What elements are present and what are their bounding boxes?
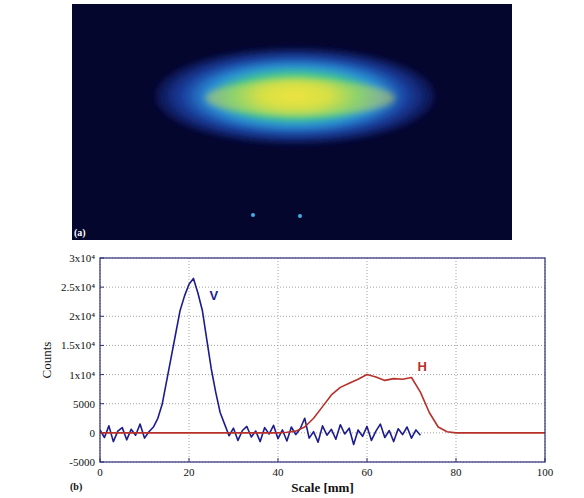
x-tick <box>367 458 368 462</box>
x-tick-label: 0 <box>97 466 103 478</box>
panel-label: (b) <box>70 481 82 493</box>
plot-area <box>100 278 545 444</box>
plot-frame <box>100 258 545 462</box>
y-axis-title: Counts <box>39 342 54 379</box>
x-tick <box>456 458 457 462</box>
y-tick-label: 0 <box>90 427 96 439</box>
y-tick-label: -5000 <box>69 456 95 468</box>
grid-line <box>100 403 545 404</box>
series-label: H <box>418 359 427 374</box>
beam-core <box>205 80 395 116</box>
x-tick-label: 40 <box>273 466 285 478</box>
beam-spot <box>155 48 435 144</box>
x-tick-label: 60 <box>362 466 374 478</box>
grid-line <box>278 258 279 462</box>
x-axis-title: Scale [mm] <box>291 480 353 495</box>
y-tick-label: 2.5x10⁴ <box>61 281 95 293</box>
grid-line <box>100 374 545 375</box>
grid-line <box>100 287 545 288</box>
grid-line <box>100 316 545 317</box>
x-tick <box>278 458 279 462</box>
x-tick <box>189 458 190 462</box>
grid-line <box>456 258 457 462</box>
series-line <box>100 375 545 433</box>
speck <box>251 213 255 217</box>
x-tick-label: 20 <box>184 466 196 478</box>
grid-line <box>367 258 368 462</box>
x-tick-label: 80 <box>451 466 463 478</box>
series-label: V <box>209 288 218 303</box>
grid-line <box>100 345 545 346</box>
x-tick-label: 100 <box>537 466 554 478</box>
y-tick-label: 2x10⁴ <box>69 310 95 322</box>
figure: (a)-5000050001x10⁴1.5x10⁴2x10⁴2.5x10⁴3x1… <box>0 0 584 498</box>
grid <box>100 258 545 462</box>
speck <box>298 214 302 218</box>
y-tick-label: 1.5x10⁴ <box>61 339 95 351</box>
series-line <box>100 278 420 444</box>
camera-background <box>72 4 512 240</box>
panel-label: (a) <box>74 227 86 239</box>
grid-line <box>189 258 190 462</box>
y-tick-label: 1x10⁴ <box>69 369 95 381</box>
y-tick-label: 5000 <box>73 398 96 410</box>
y-tick-label: 3x10⁴ <box>69 252 95 264</box>
